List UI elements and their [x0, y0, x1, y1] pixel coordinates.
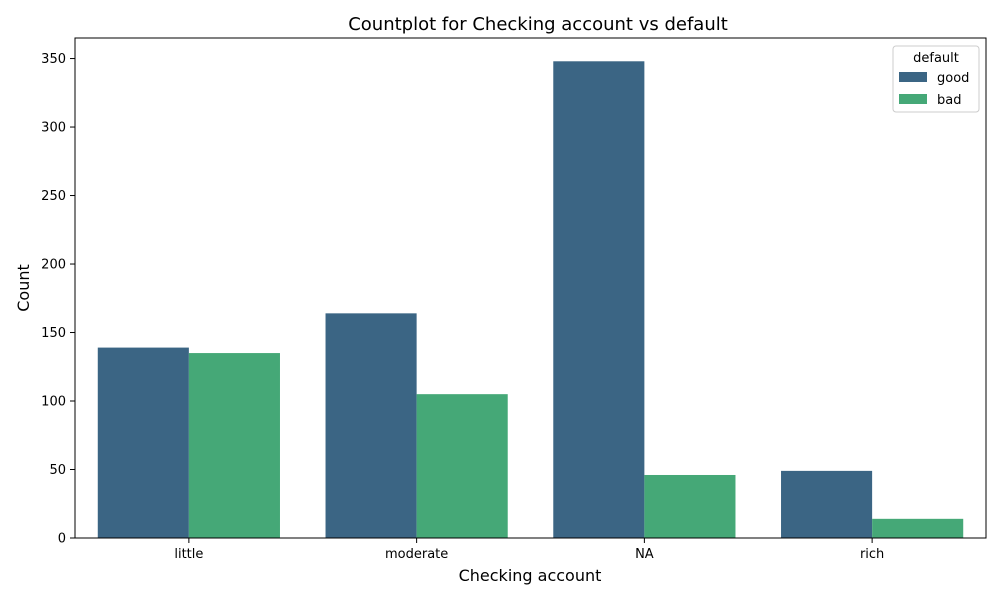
- x-axis-label: Checking account: [459, 566, 602, 585]
- y-axis-label: Count: [14, 264, 33, 312]
- legend-swatch-good: [899, 72, 927, 82]
- y-tick-label: 200: [41, 258, 66, 273]
- bar-bad-little: [188, 353, 280, 538]
- legend: default good bad: [892, 45, 980, 113]
- x-tick-label: moderate: [385, 547, 448, 562]
- y-tick-label: 150: [41, 326, 66, 341]
- x-tick-label: NA: [635, 547, 654, 562]
- plot-frame: [74, 37, 987, 539]
- x-tick-label: little: [174, 547, 203, 562]
- bar-good-na: [553, 61, 645, 539]
- y-tick-label: 50: [49, 463, 66, 478]
- bar-bad-rich: [872, 518, 964, 538]
- chart-title: Countplot for Checking account vs defaul…: [348, 14, 728, 35]
- y-axis: 0 50 100 150 200 250 300 350: [41, 52, 75, 547]
- y-tick-label: 350: [41, 52, 66, 67]
- bar-good-rich: [781, 470, 873, 538]
- bar-good-moderate: [325, 313, 417, 538]
- legend-label-good: good: [937, 71, 969, 86]
- y-tick-label: 300: [41, 121, 66, 136]
- legend-title: default: [913, 51, 959, 66]
- bar-good-little: [97, 347, 189, 538]
- bar-bad-moderate: [416, 394, 508, 538]
- y-tick-label: 100: [41, 395, 66, 410]
- legend-label-bad: bad: [937, 93, 961, 108]
- bars-group: [97, 61, 964, 539]
- x-axis: little moderate NA rich: [174, 538, 884, 562]
- y-tick-label: 250: [41, 189, 66, 204]
- legend-swatch-bad: [899, 94, 927, 104]
- y-tick-label: 0: [58, 532, 66, 547]
- x-tick-label: rich: [860, 547, 884, 562]
- bar-bad-na: [644, 474, 736, 538]
